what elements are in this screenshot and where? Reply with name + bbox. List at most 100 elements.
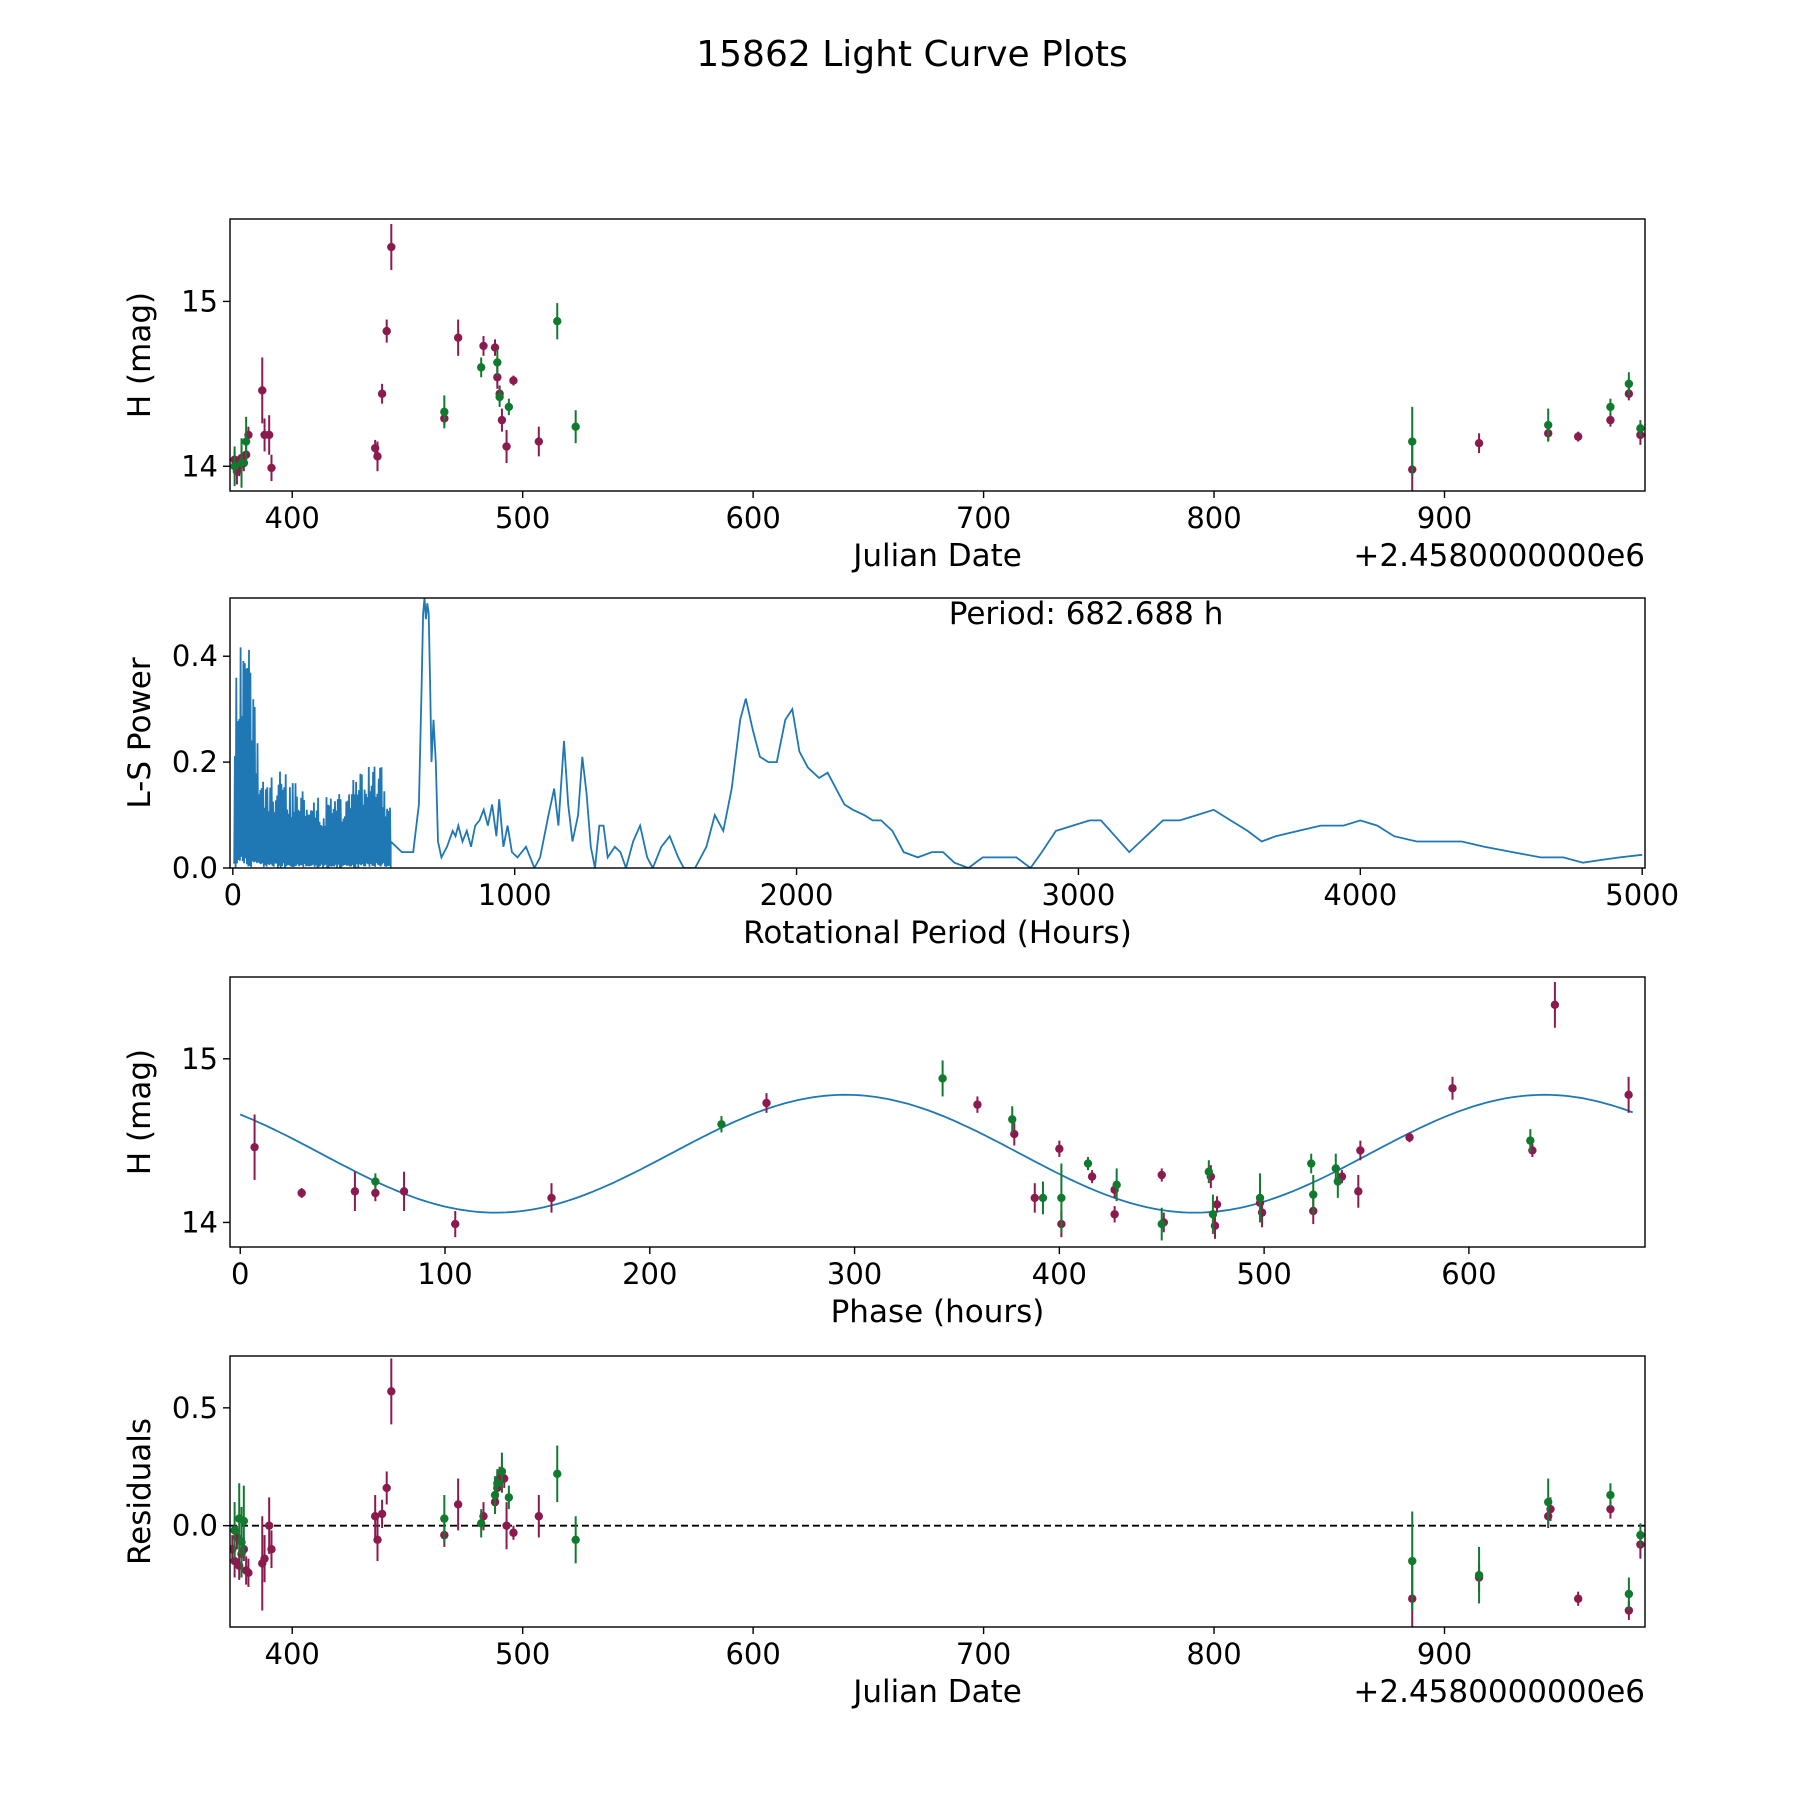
point-marker: [1333, 1177, 1343, 1186]
data-point: [495, 387, 504, 407]
point-marker: [241, 437, 251, 446]
data-point: [509, 1525, 518, 1540]
data-point: [1157, 1207, 1166, 1241]
series-band_b: [371, 1060, 1535, 1241]
point-marker: [1110, 1210, 1119, 1219]
data-point: [1624, 1577, 1634, 1611]
figure-title: 15862 Light Curve Plots: [696, 34, 1128, 75]
data-point: [534, 426, 544, 457]
point-marker: [373, 1535, 382, 1545]
data-point: [571, 410, 580, 444]
axes-frame: [229, 597, 1646, 869]
point-marker: [1448, 1084, 1457, 1093]
x-tick-label: 2000: [760, 878, 834, 912]
point-marker: [230, 462, 239, 471]
data-point: [571, 1516, 580, 1564]
x-tick-label: 700: [956, 1637, 1011, 1671]
point-marker: [350, 1187, 360, 1196]
point-marker: [571, 1535, 580, 1545]
point-marker: [267, 463, 276, 473]
point-marker: [1112, 1180, 1121, 1190]
point-marker: [504, 402, 514, 412]
point-marker: [938, 1074, 947, 1083]
point-marker: [267, 1545, 276, 1554]
point-marker: [244, 1568, 253, 1578]
point-marker: [1573, 432, 1583, 441]
data-point: [237, 438, 246, 488]
data-point: [260, 1535, 269, 1583]
data-point: [502, 430, 511, 463]
data-point: [399, 1171, 409, 1211]
data-point: [440, 1495, 449, 1543]
point-marker: [453, 333, 463, 342]
point-marker: [1083, 1159, 1093, 1168]
point-marker: [502, 442, 511, 451]
point-marker: [1606, 402, 1615, 412]
point-marker: [476, 363, 486, 372]
data-point: [1544, 1478, 1553, 1526]
data-point: [717, 1116, 726, 1133]
data-point: [1544, 408, 1553, 442]
data-point: [1624, 372, 1634, 396]
data-point: [504, 1485, 514, 1510]
x-tick-label: 3000: [1042, 878, 1116, 912]
point-marker: [534, 437, 544, 446]
point-marker: [717, 1120, 726, 1129]
data-point: [497, 1452, 507, 1491]
y-tick-label: 0.2: [172, 745, 218, 779]
data-point: [1636, 1523, 1645, 1547]
data-point: [373, 1518, 382, 1562]
x-tick-label: 700: [956, 501, 1011, 535]
x-tick-label: 600: [1441, 1257, 1496, 1291]
point-marker: [571, 422, 580, 431]
point-marker: [399, 1187, 409, 1196]
point-marker: [1606, 1490, 1615, 1500]
point-marker: [762, 1098, 771, 1108]
data-point: [1405, 1132, 1414, 1143]
data-point: [1474, 1546, 1484, 1604]
y-tick-label: 0.0: [172, 851, 218, 885]
data-point: [244, 1558, 253, 1587]
data-point: [493, 349, 502, 376]
point-marker: [1408, 437, 1417, 446]
point-marker: [382, 1483, 391, 1493]
x-tick-label: 900: [1417, 501, 1472, 535]
point-marker: [258, 386, 267, 395]
point-marker: [1636, 1530, 1645, 1540]
point-marker: [1204, 1167, 1214, 1176]
y-tick-label: 14: [181, 1205, 218, 1239]
x-axis-label: Julian Date: [851, 538, 1022, 574]
data-point: [1309, 1175, 1318, 1215]
fit-curve-line: [239, 1093, 1634, 1214]
point-marker: [1408, 1556, 1417, 1566]
point-marker: [440, 407, 449, 417]
point-marker: [453, 1500, 463, 1509]
data-point: [440, 395, 449, 429]
point-marker: [1474, 438, 1484, 448]
data-point: [297, 1188, 306, 1198]
x-axis-label: Julian Date: [851, 1674, 1022, 1710]
x-tick-label: 400: [1032, 1257, 1087, 1291]
point-marker: [1624, 1589, 1634, 1599]
axes-frame: [229, 1355, 1646, 1628]
point-marker: [1354, 1187, 1363, 1196]
plot-area: [230, 223, 1645, 491]
point-marker: [387, 1387, 396, 1396]
data-point: [264, 1497, 274, 1554]
point-marker: [1057, 1193, 1066, 1203]
x-axis-label: Phase (hours): [831, 1294, 1045, 1330]
point-marker: [1255, 1193, 1265, 1203]
point-marker: [1087, 1172, 1097, 1181]
point-marker: [1550, 1000, 1560, 1010]
point-marker: [1309, 1190, 1318, 1199]
data-point: [239, 1485, 249, 1557]
data-point: [497, 408, 507, 432]
periodogram-panel: Period: 682.688 h 0 1000 2000 3000 4000 5000 0.…: [122, 596, 1679, 951]
data-point: [382, 1471, 391, 1505]
data-point: [1550, 981, 1560, 1028]
residuals-panel: 400 500 600 700 800 900 0.0 0.5 Julian Date Resid…: [122, 1355, 1646, 1710]
data-point: [382, 319, 391, 343]
data-point: [1157, 1168, 1166, 1182]
point-marker: [1157, 1170, 1166, 1180]
